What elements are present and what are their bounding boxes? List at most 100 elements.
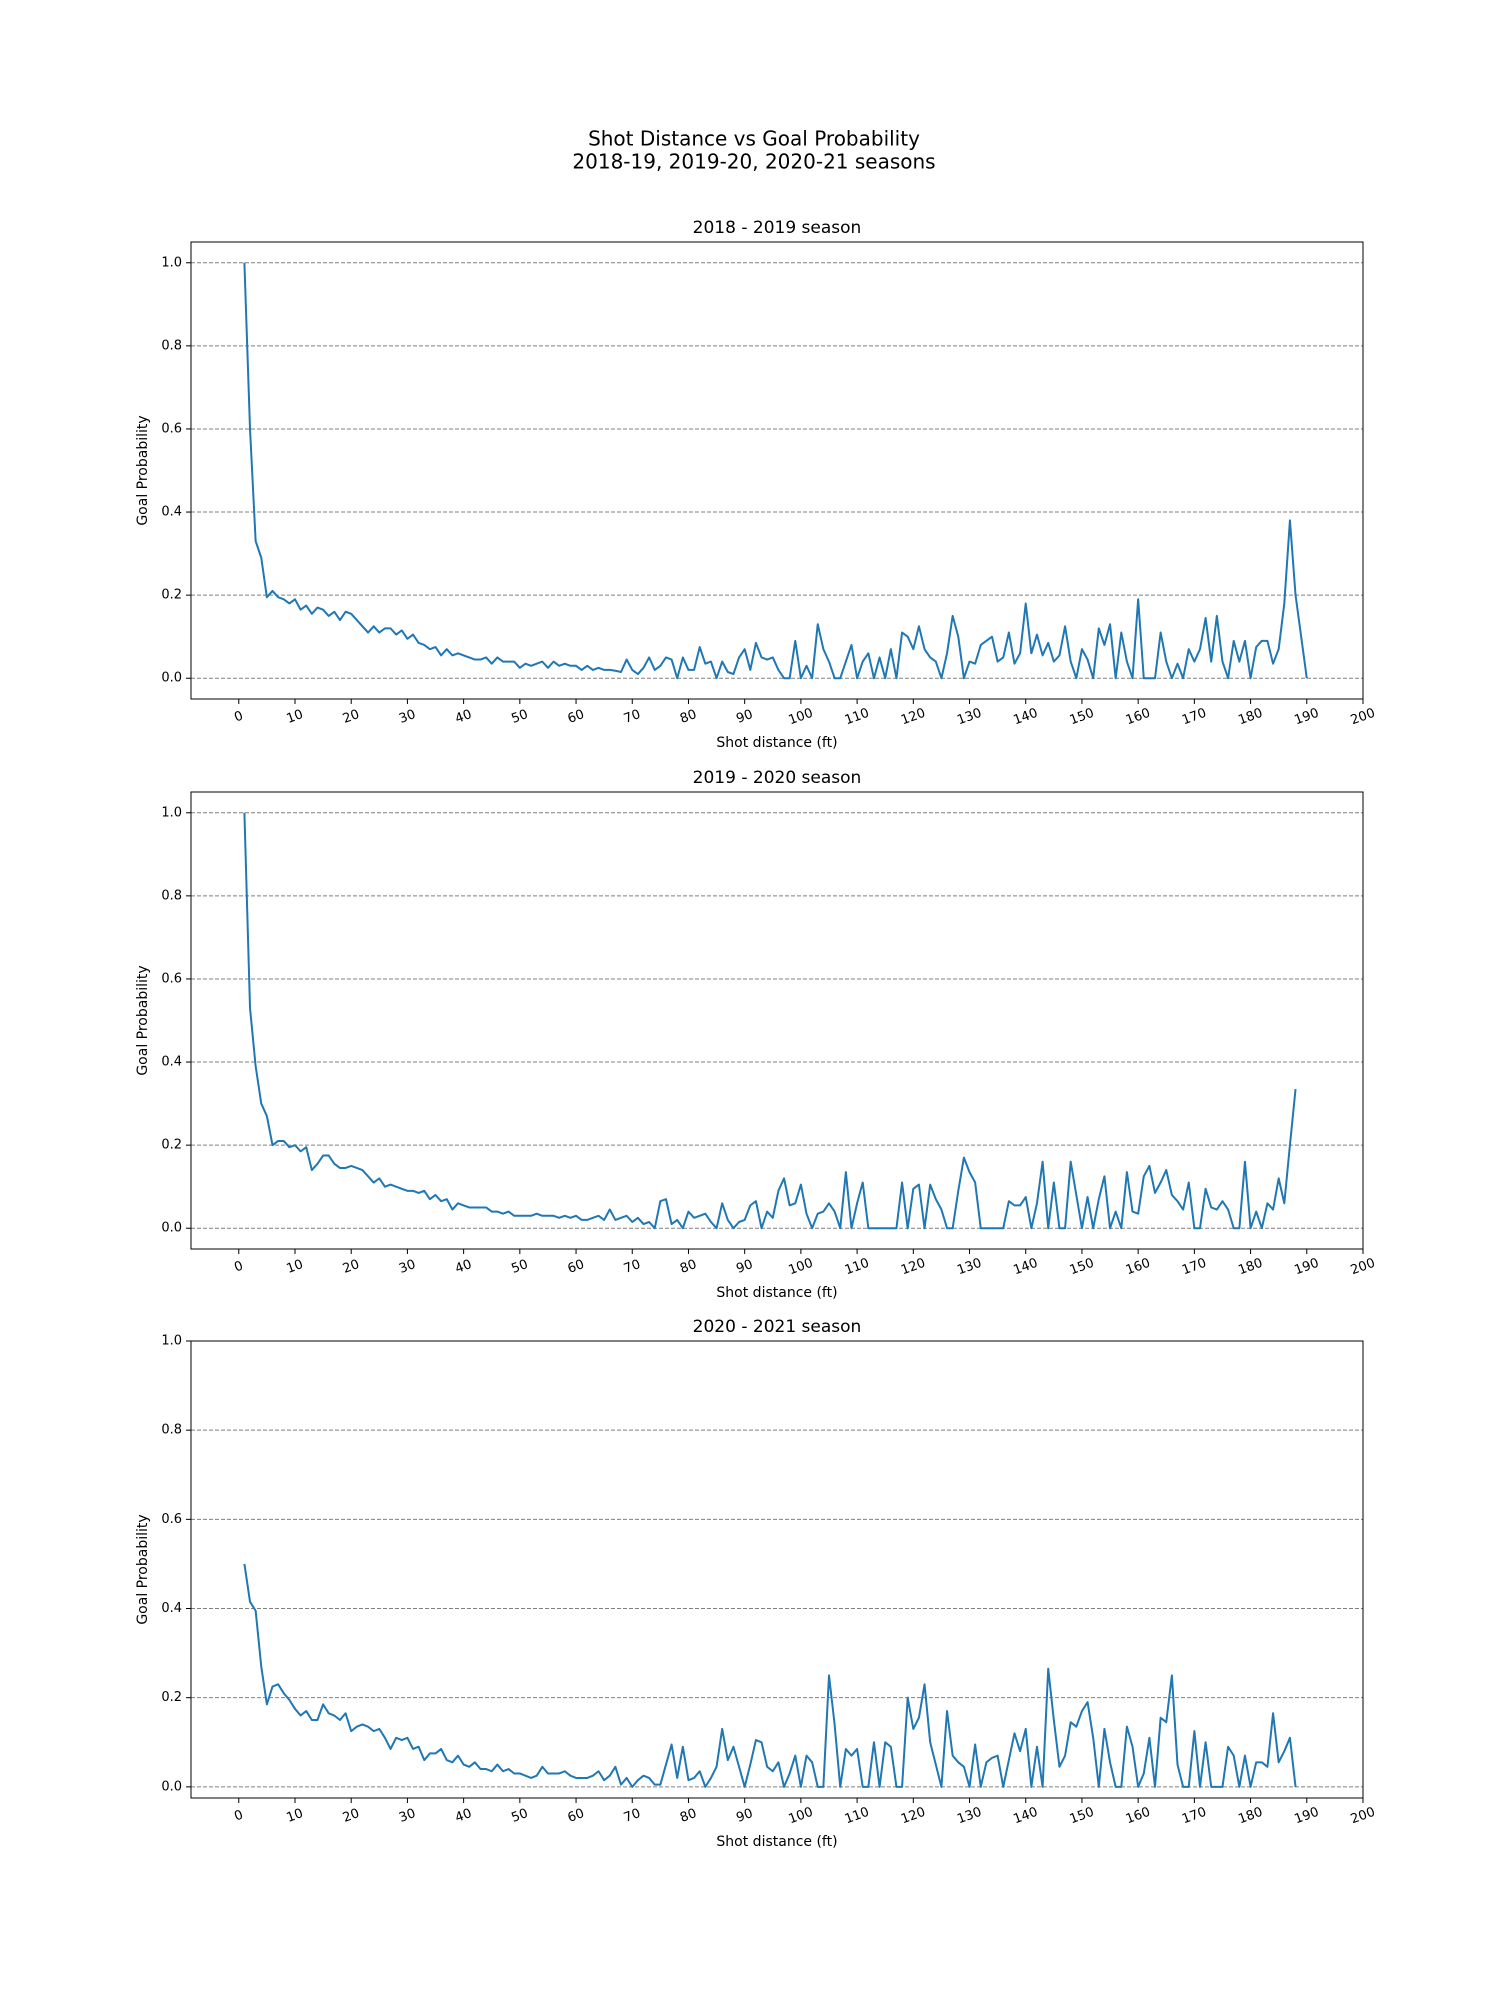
y-axis-label: Goal Probability [135,965,151,1075]
data-line [243,1563,1297,1788]
x-tick-label: 160 [1124,1805,1152,1828]
x-tick-label: 10 [285,1257,306,1277]
x-tick-label: 140 [1012,1805,1040,1828]
y-tick-label: 0.8 [161,1423,182,1438]
x-tick-label: 0 [232,1808,245,1825]
x-tick-label: 40 [453,707,474,727]
x-tick-label: 70 [622,707,643,727]
x-tick-label: 110 [843,1256,871,1279]
x-tick-label: 90 [734,1257,755,1277]
data-line [243,262,1308,680]
plot-frame [190,241,1364,700]
x-tick-label: 100 [787,1805,815,1828]
figure-title: Shot Distance vs Goal Probability [588,127,920,151]
plot-frame [190,1340,1364,1799]
x-tick-label: 30 [397,1806,418,1826]
x-tick-label: 60 [566,1806,587,1826]
subplot-title: 2020 - 2021 season [693,1317,862,1337]
x-tick-label: 180 [1236,706,1264,729]
y-tick-label: 0.0 [161,1221,182,1236]
y-tick-label: 1.0 [161,255,182,270]
x-axis-label: Shot distance (ft) [716,735,837,751]
y-tick-label: 0.6 [161,421,182,436]
x-tick-label: 160 [1124,1256,1152,1279]
x-tick-label: 30 [397,1257,418,1277]
x-tick-label: 30 [397,707,418,727]
x-axis-label: Shot distance (ft) [716,1834,837,1850]
x-tick-label: 0 [232,709,245,726]
x-tick-label: 110 [843,706,871,729]
x-tick-label: 20 [341,1257,362,1277]
subplot: 2020 - 2021 season 0.0 0.2 0.4 0.6 0.8 1.0 0 10 2… [135,1317,1377,1850]
x-tick-label: 40 [453,1257,474,1277]
x-tick-label: 140 [1012,1256,1040,1279]
x-tick-label: 200 [1349,1805,1377,1828]
x-tick-label: 180 [1236,1256,1264,1279]
y-tick-label: 0.6 [161,1512,182,1527]
subplot-title: 2018 - 2019 season [693,218,862,238]
x-tick-label: 60 [566,707,587,727]
subplot: 2019 - 2020 season 0.0 0.2 0.4 0.6 0.8 1.0 0 10 2… [135,768,1377,1301]
x-axis-label: Shot distance (ft) [716,1285,837,1301]
x-tick-label: 20 [341,1806,362,1826]
x-tick-label: 80 [678,1257,699,1277]
x-tick-label: 120 [899,1256,927,1279]
x-tick-label: 80 [678,1806,699,1826]
x-tick-label: 190 [1293,1256,1321,1279]
x-tick-label: 130 [955,706,983,729]
x-tick-label: 10 [285,707,306,727]
y-tick-label: 0.6 [161,971,182,986]
y-axis-label: Goal Probability [135,415,151,525]
x-tick-label: 50 [509,1257,530,1277]
x-tick-label: 200 [1349,706,1377,729]
y-tick-label: 0.2 [161,588,182,603]
x-tick-label: 170 [1180,1805,1208,1828]
figure-subtitle: 2018-19, 2019-20, 2020-21 seasons [572,150,935,174]
x-tick-label: 60 [566,1257,587,1277]
y-tick-label: 0.0 [161,671,182,686]
x-tick-label: 190 [1293,706,1321,729]
y-tick-label: 1.0 [161,805,182,820]
x-tick-label: 190 [1293,1805,1321,1828]
y-tick-label: 0.8 [161,888,182,903]
x-tick-label: 70 [622,1806,643,1826]
y-tick-label: 0.2 [161,1690,182,1705]
y-tick-label: 0.4 [161,505,182,520]
y-tick-label: 1.0 [161,1334,182,1349]
x-tick-label: 150 [1068,1805,1096,1828]
x-tick-label: 160 [1124,706,1152,729]
x-tick-label: 170 [1180,1256,1208,1279]
x-tick-label: 150 [1068,706,1096,729]
y-tick-label: 0.4 [161,1601,182,1616]
x-tick-label: 150 [1068,1256,1096,1279]
x-tick-label: 50 [509,707,530,727]
y-tick-label: 0.2 [161,1138,182,1153]
x-tick-label: 40 [453,1806,474,1826]
y-axis-label: Goal Probability [135,1514,151,1624]
x-tick-label: 200 [1349,1256,1377,1279]
x-tick-label: 120 [899,1805,927,1828]
x-tick-label: 140 [1012,706,1040,729]
x-tick-label: 100 [787,706,815,729]
x-tick-label: 0 [232,1259,245,1276]
x-tick-label: 120 [899,706,927,729]
x-tick-label: 10 [285,1806,306,1826]
x-tick-label: 70 [622,1257,643,1277]
y-tick-label: 0.4 [161,1055,182,1070]
x-tick-label: 80 [678,707,699,727]
x-tick-label: 110 [843,1805,871,1828]
y-tick-label: 0.8 [161,338,182,353]
x-tick-label: 90 [734,707,755,727]
x-tick-label: 130 [955,1805,983,1828]
x-tick-label: 90 [734,1806,755,1826]
subplot-title: 2019 - 2020 season [693,768,862,788]
x-tick-label: 130 [955,1256,983,1279]
y-tick-label: 0.0 [161,1779,182,1794]
plot-frame [190,791,1364,1250]
x-tick-label: 50 [509,1806,530,1826]
data-line [243,812,1297,1230]
x-tick-label: 180 [1236,1805,1264,1828]
x-tick-label: 100 [787,1256,815,1279]
